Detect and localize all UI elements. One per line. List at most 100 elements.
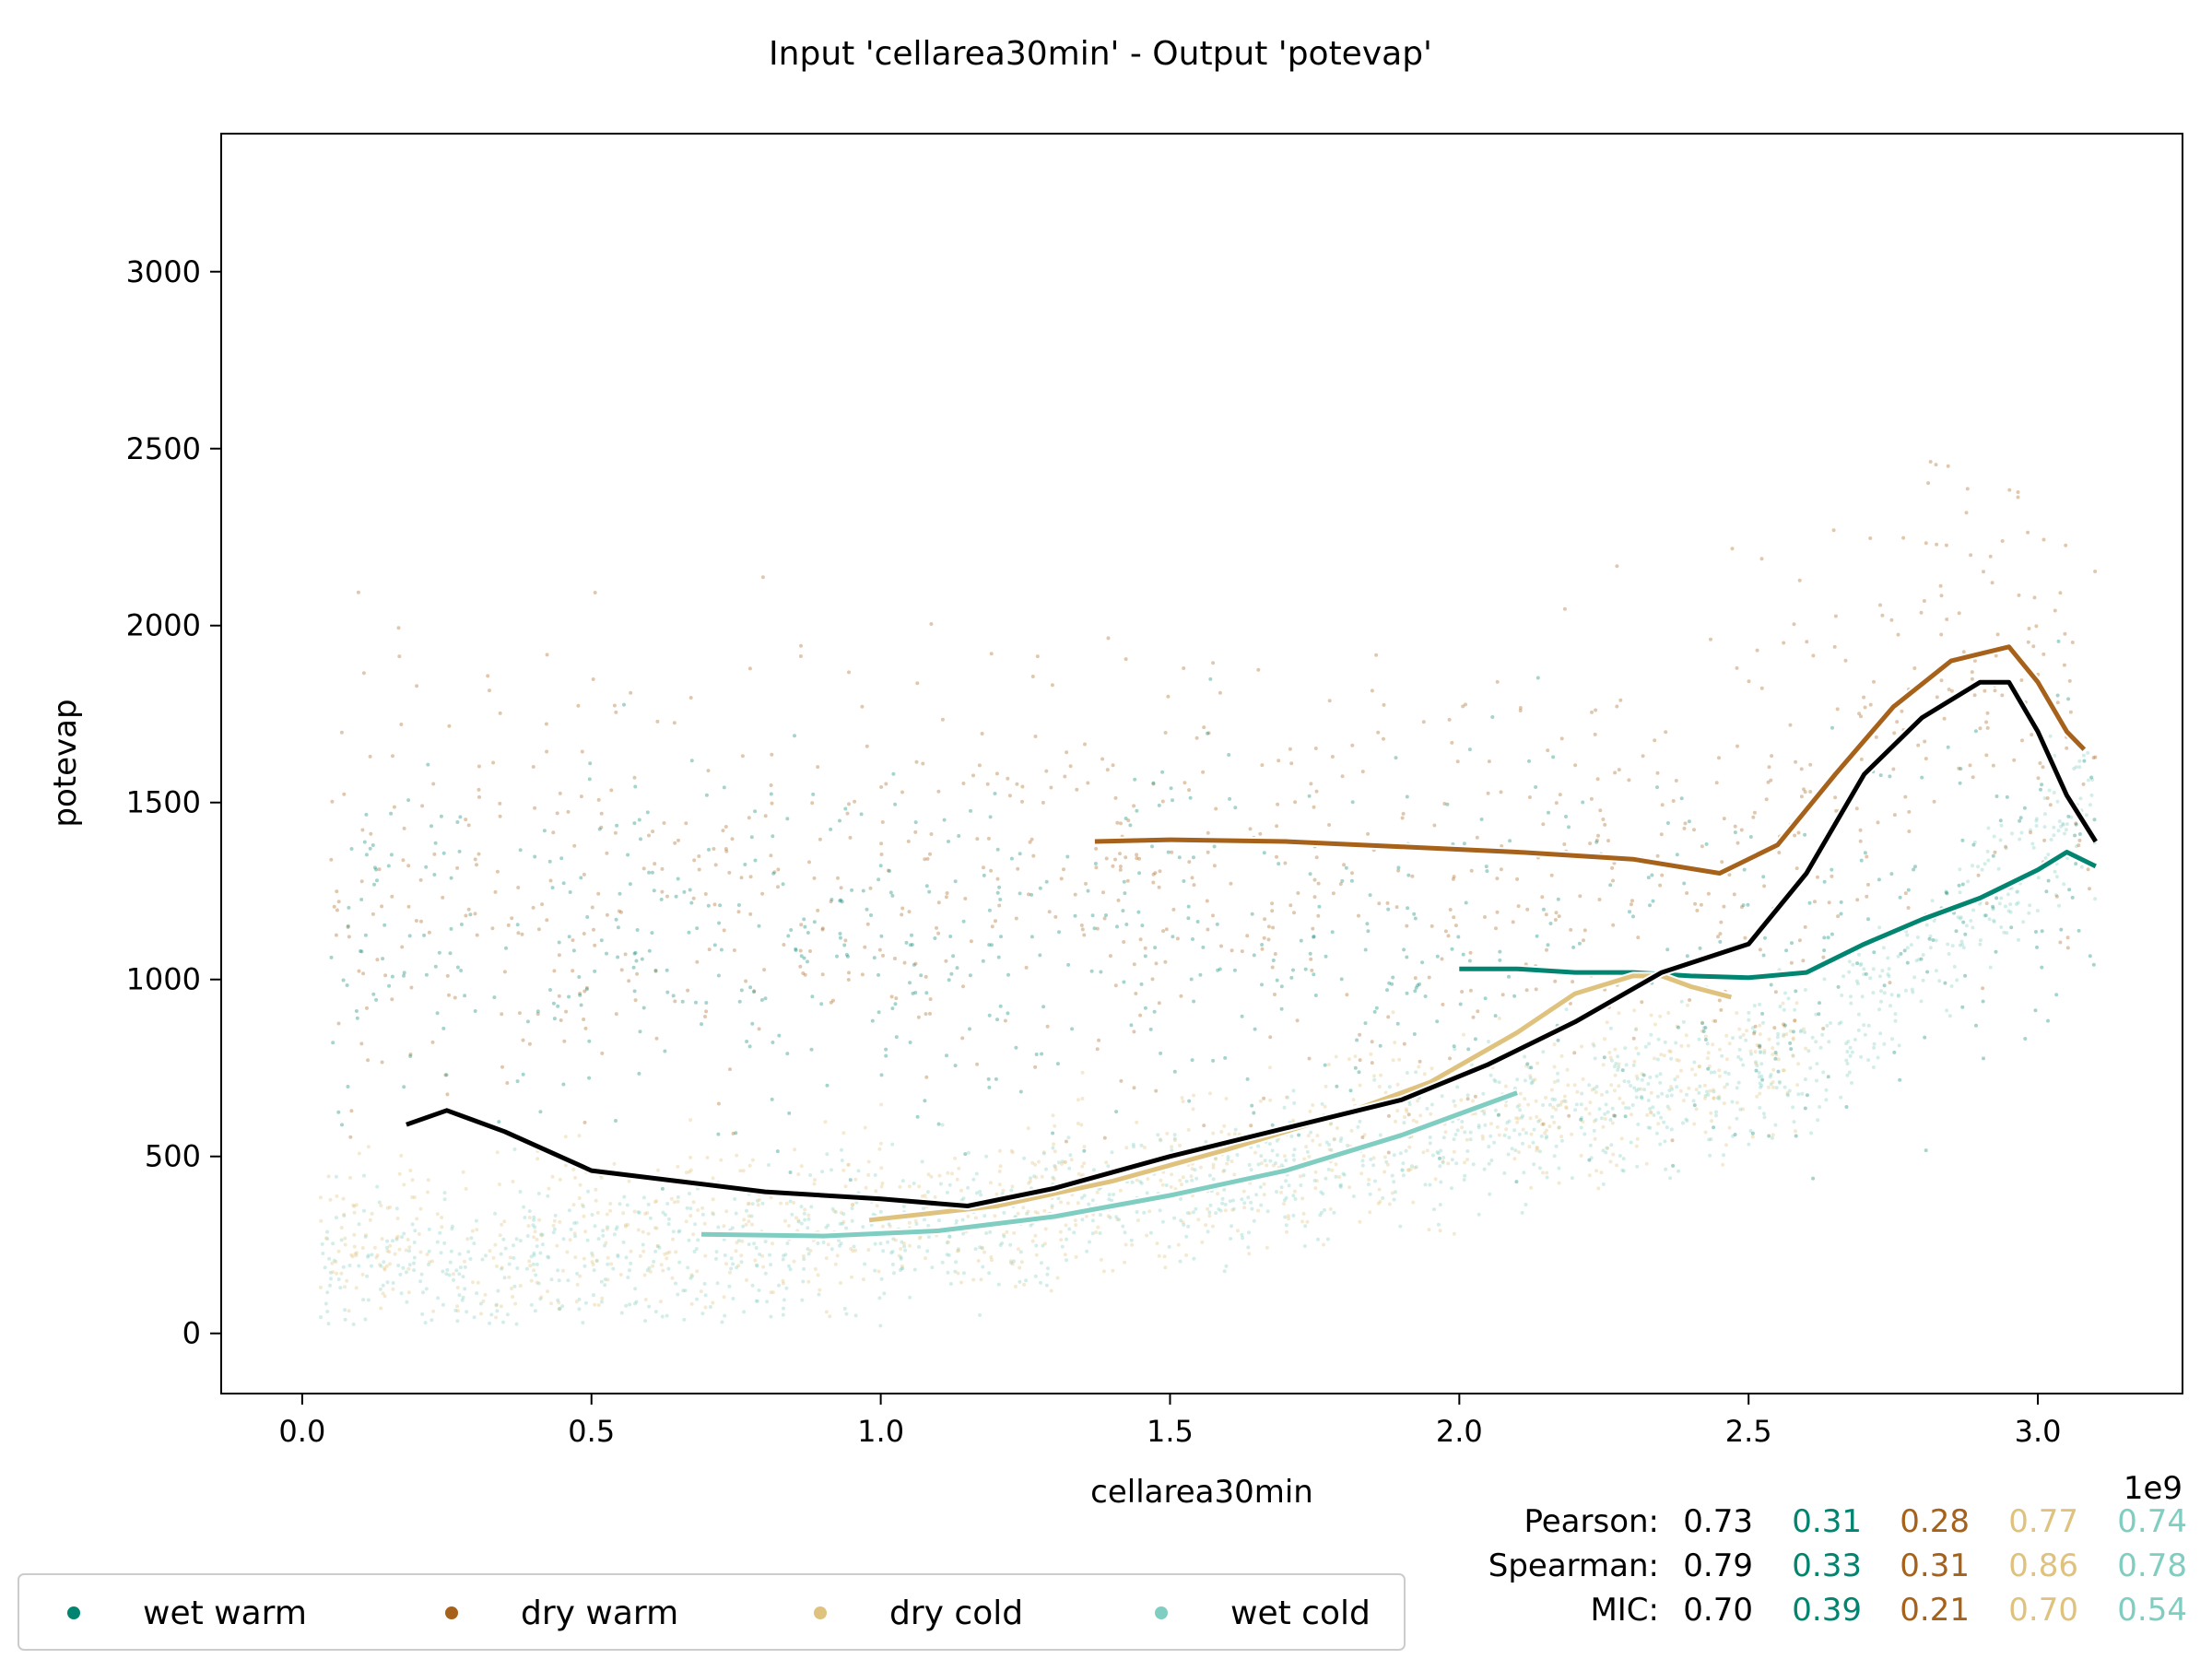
scatter-point [1107,1197,1112,1202]
scatter-point [450,1227,454,1231]
scatter-point [1135,1120,1139,1124]
scatter-point [559,856,564,861]
scatter-point [459,923,464,926]
scatter-point [1971,775,1975,780]
scatter-point [2034,817,2039,821]
scatter-point [1224,1264,1229,1268]
scatter-point [880,1181,885,1185]
stat-value: 0.28 [1900,1503,1970,1540]
scatter-point [1194,735,1199,740]
scatter-point [426,1178,430,1182]
scatter-point [1040,1174,1044,1179]
scatter-point [427,930,431,935]
scatter-point [1859,714,1863,719]
scatter-point [863,1262,867,1266]
scatter-point [1287,1217,1290,1221]
scatter-point [550,1174,555,1179]
scatter-point [1123,891,1127,896]
scatter-point [347,905,351,910]
scatter-point [363,1234,368,1239]
scatter-point [568,1238,572,1242]
scatter-point [2089,775,2094,780]
scatter-point [1327,823,1332,827]
scatter-point [1407,1102,1412,1107]
scatter-point [957,834,961,838]
scatter-point [736,1264,741,1268]
scatter-point [1055,1276,1060,1280]
scatter-point [897,1253,901,1258]
scatter-point [472,1241,477,1246]
scatter-point [1077,1171,1081,1176]
scatter-point [1265,1209,1270,1214]
scatter-point [318,1285,323,1289]
scatter-point [1854,979,1859,983]
scatter-point [1184,1234,1189,1239]
scatter-point [884,782,888,786]
scatter-point [771,871,776,876]
scatter-point [816,1241,820,1245]
scatter-point [994,1192,999,1196]
scatter-point [1018,1089,1023,1094]
scatter-point [1617,768,1621,772]
scatter-point [1214,1157,1218,1161]
scatter-point [1256,667,1261,672]
scatter-point [1035,654,1040,659]
scatter-point [2067,888,2072,892]
scatter-point [1027,892,1030,897]
scatter-point [944,895,948,900]
scatter-point [879,1102,884,1107]
scatter-point [1553,918,1558,922]
scatter-point [1717,756,1721,760]
x-tick-label: 2.5 [1725,1414,1772,1449]
scatter-point [813,1178,817,1182]
scatter-point [1132,962,1136,967]
scatter-point [971,1177,976,1182]
scatter-point [1508,839,1512,843]
scatter-point [2074,844,2078,849]
scatter-point [1514,1116,1518,1121]
scatter-point [1752,1031,1757,1036]
scatter-point [716,1101,721,1106]
scatter-point [2018,816,2023,820]
scatter-point [1159,1178,1163,1182]
scatter-point [1495,877,1500,881]
scatter-point [1636,935,1641,940]
scatter-point [621,1240,626,1244]
scatter-point [1858,839,1863,843]
scatter-point [842,943,847,947]
scatter-point [1553,1098,1557,1101]
scatter-point [1705,1056,1710,1061]
scatter-point [1960,882,1965,887]
scatter-point [1391,1058,1395,1063]
scatter-point [747,1214,751,1218]
scatter-point [871,1212,876,1217]
legend-marker [445,1606,458,1619]
scatter-point [1553,979,1558,983]
scatter-point [1927,936,1932,941]
scatter-point [674,1250,678,1254]
scatter-point [1835,707,1840,712]
scatter-point [961,782,966,785]
scatter-point [1635,1136,1640,1141]
scatter-point [1438,1156,1441,1160]
scatter-point [1928,460,1933,464]
scatter-point [1750,1026,1755,1030]
scatter-point [1007,794,1012,798]
scatter-point [1505,1121,1510,1125]
scatter-point [925,1249,930,1253]
scatter-point [641,866,646,871]
scatter-point [1615,564,1619,569]
scatter-point [2008,910,2013,914]
scatter-point [406,904,411,909]
scatter-point [676,1292,680,1297]
scatter-point [1347,1185,1352,1190]
scatter-point [1156,1133,1160,1137]
scatter-point [1991,906,1995,911]
scatter-point [494,1303,499,1308]
scatter-point [1995,632,2000,637]
scatter-point [1600,1092,1604,1097]
scatter-point [557,1300,561,1305]
scatter-point [634,959,639,963]
scatter-point [1761,953,1766,958]
scatter-point [880,820,885,824]
